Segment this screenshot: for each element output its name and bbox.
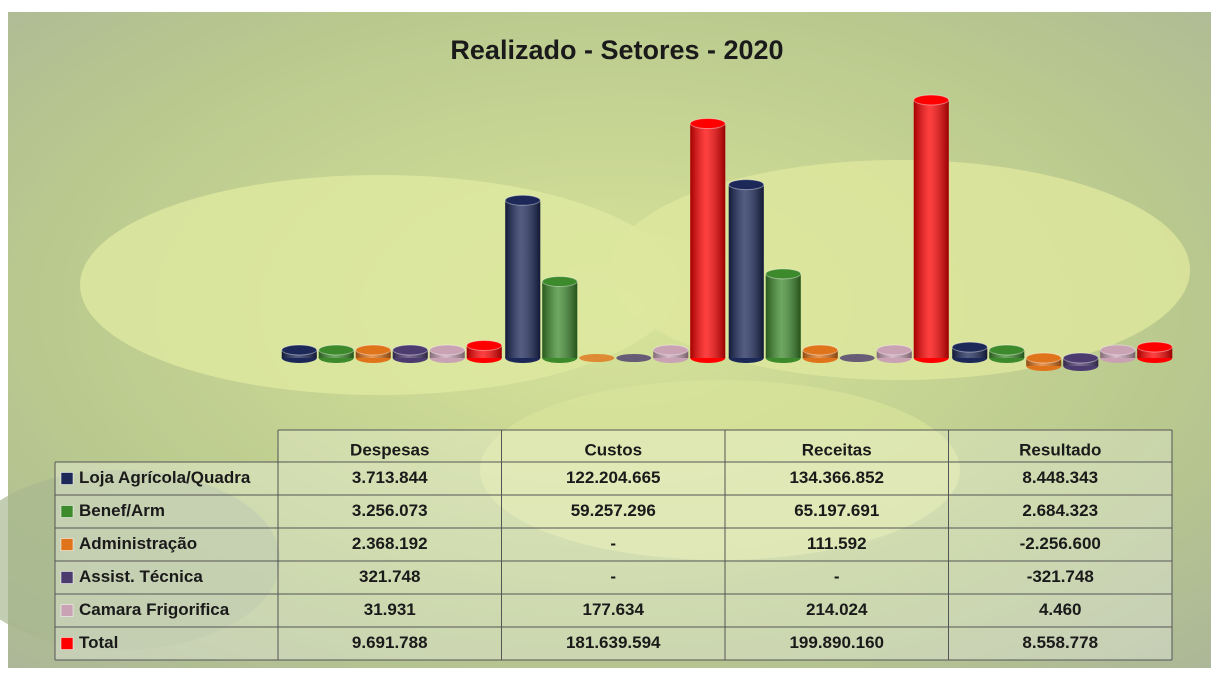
column-header: Custos [584, 440, 642, 459]
cell-value: 122.204.665 [566, 468, 661, 487]
bar-shade [542, 281, 578, 358]
cell-value: 59.257.296 [571, 501, 656, 520]
cell-value: 9.691.788 [352, 633, 428, 652]
bar-shade [913, 100, 949, 358]
cell-value: 2.368.192 [352, 534, 428, 553]
bar-top [1025, 352, 1062, 364]
bar-top [429, 344, 466, 356]
bar-top [728, 179, 765, 191]
bar-top [1136, 341, 1173, 353]
empty-disc [616, 354, 652, 362]
bar-shade [765, 273, 801, 358]
column-header: Despesas [350, 440, 429, 459]
legend-label: Benef/Arm [79, 501, 165, 520]
bar-top [689, 118, 726, 130]
cell-value: 214.024 [806, 600, 868, 619]
cell-value: 177.634 [583, 600, 645, 619]
legend-key [60, 505, 74, 518]
bar-shade [1137, 346, 1173, 358]
bar-top [913, 94, 950, 106]
bar-top [876, 344, 913, 356]
cell-value: - [610, 534, 616, 553]
cell-value: 8.448.343 [1022, 468, 1098, 487]
bar-top [1062, 352, 1099, 364]
column-header: Receitas [802, 440, 872, 459]
legend-key [60, 604, 74, 617]
cell-value: - [610, 567, 616, 586]
cell-value: 111.592 [807, 534, 867, 553]
empty-disc [839, 354, 875, 362]
bar-top [988, 344, 1025, 356]
legend-key [60, 472, 74, 485]
cell-value: 65.197.691 [794, 501, 879, 520]
cell-value: 181.639.594 [566, 633, 661, 652]
bar-top [466, 339, 503, 351]
bar-top [504, 194, 541, 206]
cell-value: -2.256.600 [1020, 534, 1101, 553]
chart-title: Realizado - Setores - 2020 [450, 35, 783, 65]
cell-value: - [834, 567, 840, 586]
bar-top [541, 276, 578, 288]
bar-top [802, 344, 839, 356]
bar-top [765, 268, 802, 280]
bar-top [355, 344, 392, 356]
empty-disc [579, 354, 615, 362]
bar-top [318, 344, 355, 356]
cell-value: 4.460 [1039, 600, 1082, 619]
cell-value: 8.558.778 [1022, 633, 1098, 652]
cell-value: 3.256.073 [352, 501, 428, 520]
legend-key [60, 571, 74, 584]
bar-shade [728, 184, 764, 358]
legend-label: Assist. Técnica [79, 567, 203, 586]
legend-label: Administração [79, 534, 197, 553]
bar-top [281, 344, 318, 356]
bar-top [652, 344, 689, 356]
cell-value: -321.748 [1027, 567, 1094, 586]
cell-value: 3.713.844 [352, 468, 428, 487]
cell-value: 134.366.852 [789, 468, 884, 487]
cell-value: 2.684.323 [1022, 501, 1098, 520]
bar-shade [690, 123, 726, 358]
lemon [480, 380, 960, 560]
legend-key [60, 637, 74, 650]
bar-top [1099, 344, 1136, 356]
bar-shade [505, 200, 541, 358]
column-header: Resultado [1019, 440, 1101, 459]
cell-value: 199.890.160 [789, 633, 884, 652]
bar-shade [952, 347, 988, 358]
cell-value: 321.748 [359, 567, 420, 586]
cell-value: 31.931 [364, 600, 416, 619]
legend-label: Loja Agrícola/Quadra [79, 468, 251, 487]
bar-top [951, 341, 988, 353]
legend-key [60, 538, 74, 551]
legend-label: Total [79, 633, 118, 652]
bar-top [392, 344, 429, 356]
legend-label: Camara Frigorifica [79, 600, 230, 619]
